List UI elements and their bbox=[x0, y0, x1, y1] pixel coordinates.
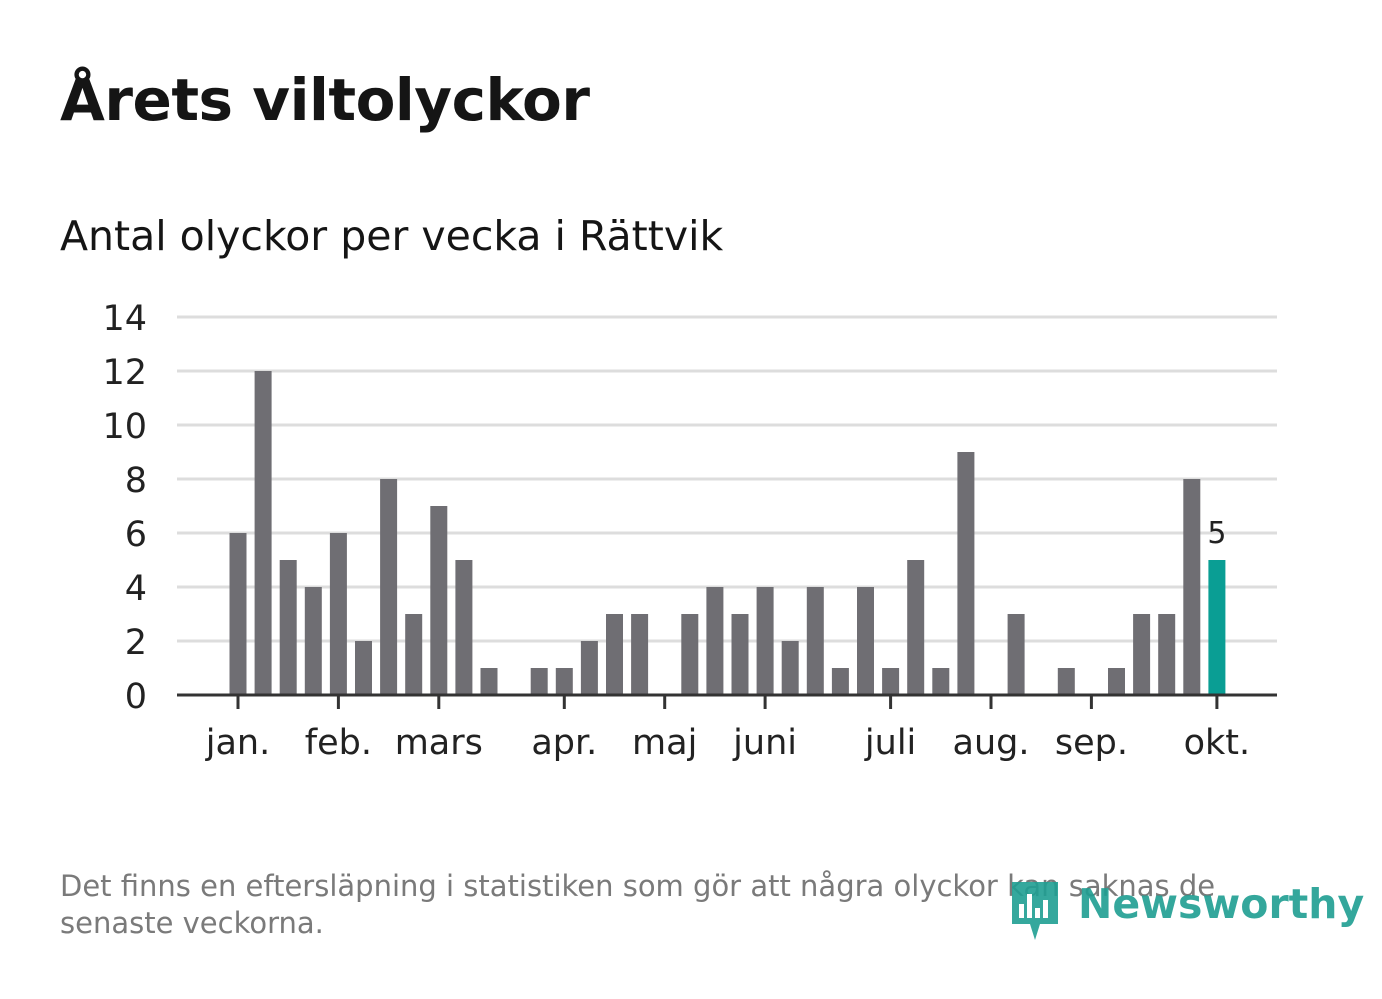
y-tick-label: 4 bbox=[125, 569, 147, 609]
y-tick-label: 14 bbox=[102, 299, 147, 339]
bar bbox=[229, 533, 247, 695]
bar bbox=[455, 560, 473, 695]
highlighted-bar bbox=[1208, 560, 1226, 695]
x-tick-label: apr. bbox=[531, 723, 597, 763]
bar bbox=[1108, 668, 1125, 695]
y-tick-label: 10 bbox=[102, 407, 147, 447]
bar bbox=[831, 668, 849, 695]
bar bbox=[681, 614, 699, 695]
bar bbox=[907, 560, 925, 695]
data-label: 5 bbox=[1207, 516, 1226, 551]
x-tick-label: juni bbox=[732, 723, 797, 763]
logo-text: Newsworthy bbox=[1078, 880, 1365, 928]
bar bbox=[355, 641, 372, 695]
bar bbox=[606, 614, 623, 695]
bar bbox=[756, 587, 774, 695]
x-tick-label: juli bbox=[864, 723, 916, 763]
bar bbox=[1057, 668, 1075, 695]
bar bbox=[430, 506, 448, 695]
newsworthy-logo: Newsworthy bbox=[1010, 876, 1364, 946]
newsworthy-logo-icon bbox=[1012, 882, 1058, 940]
y-tick-label: 6 bbox=[125, 515, 147, 555]
bar bbox=[631, 614, 649, 695]
bar bbox=[1158, 614, 1176, 695]
bar bbox=[530, 668, 548, 695]
bar bbox=[882, 668, 900, 695]
y-tick-label: 0 bbox=[125, 677, 147, 717]
bar bbox=[329, 533, 347, 695]
bar bbox=[957, 452, 975, 695]
x-tick-label: jan. bbox=[205, 723, 270, 763]
bar bbox=[254, 371, 272, 695]
bar bbox=[555, 668, 573, 695]
bar bbox=[405, 614, 423, 695]
x-tick-label: okt. bbox=[1184, 723, 1251, 763]
bar bbox=[1133, 614, 1151, 695]
x-tick-label: aug. bbox=[953, 723, 1030, 763]
x-tick-label: mars bbox=[395, 723, 483, 763]
y-tick-label: 12 bbox=[102, 353, 147, 393]
y-tick-label: 8 bbox=[125, 461, 147, 501]
bar bbox=[304, 587, 322, 695]
x-tick-label: sep. bbox=[1055, 723, 1128, 763]
y-tick-label: 2 bbox=[125, 623, 147, 663]
bar bbox=[706, 587, 724, 695]
bar bbox=[731, 614, 749, 695]
bar bbox=[781, 641, 799, 695]
bar bbox=[1183, 479, 1201, 695]
bar bbox=[806, 587, 824, 695]
bar bbox=[580, 641, 598, 695]
x-tick-label: maj bbox=[632, 723, 697, 763]
chart-title: Årets viltolyckor bbox=[60, 66, 590, 134]
bar bbox=[279, 560, 297, 695]
bar bbox=[857, 587, 874, 695]
chart-subtitle: Antal olyckor per vecka i Rättvik bbox=[60, 212, 724, 260]
bar bbox=[380, 479, 398, 695]
bar bbox=[932, 668, 950, 695]
bar bbox=[1007, 614, 1025, 695]
x-tick-label: feb. bbox=[305, 723, 372, 763]
bar bbox=[480, 668, 498, 695]
